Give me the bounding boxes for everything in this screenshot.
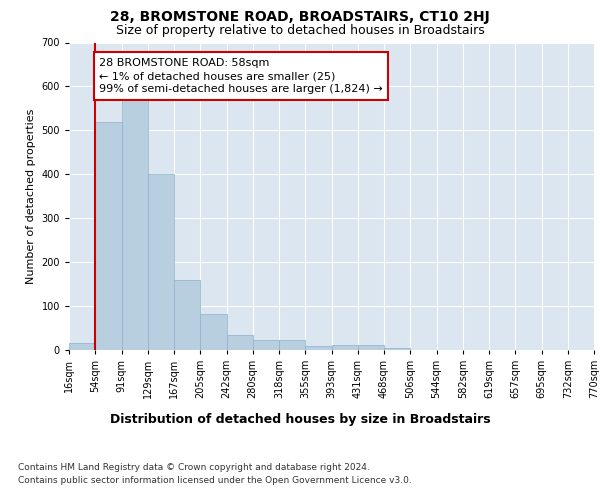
Bar bbox=[227, 334, 253, 350]
Bar bbox=[384, 348, 410, 350]
Text: 28, BROMSTONE ROAD, BROADSTAIRS, CT10 2HJ: 28, BROMSTONE ROAD, BROADSTAIRS, CT10 2H… bbox=[110, 10, 490, 24]
Bar bbox=[253, 340, 279, 350]
Y-axis label: Number of detached properties: Number of detached properties bbox=[26, 108, 36, 284]
Bar bbox=[305, 346, 331, 350]
Text: 28 BROMSTONE ROAD: 58sqm
← 1% of detached houses are smaller (25)
99% of semi-de: 28 BROMSTONE ROAD: 58sqm ← 1% of detache… bbox=[99, 58, 383, 94]
Bar bbox=[121, 93, 148, 350]
Text: Distribution of detached houses by size in Broadstairs: Distribution of detached houses by size … bbox=[110, 412, 490, 426]
Bar bbox=[200, 314, 227, 350]
Bar bbox=[148, 174, 174, 350]
Bar bbox=[174, 280, 200, 350]
Bar bbox=[69, 344, 95, 350]
Text: Contains HM Land Registry data © Crown copyright and database right 2024.: Contains HM Land Registry data © Crown c… bbox=[18, 462, 370, 471]
Bar bbox=[358, 344, 384, 350]
Text: Contains public sector information licensed under the Open Government Licence v3: Contains public sector information licen… bbox=[18, 476, 412, 485]
Bar bbox=[331, 344, 358, 350]
Bar bbox=[95, 122, 121, 350]
Bar bbox=[279, 340, 305, 350]
Text: Size of property relative to detached houses in Broadstairs: Size of property relative to detached ho… bbox=[116, 24, 484, 37]
